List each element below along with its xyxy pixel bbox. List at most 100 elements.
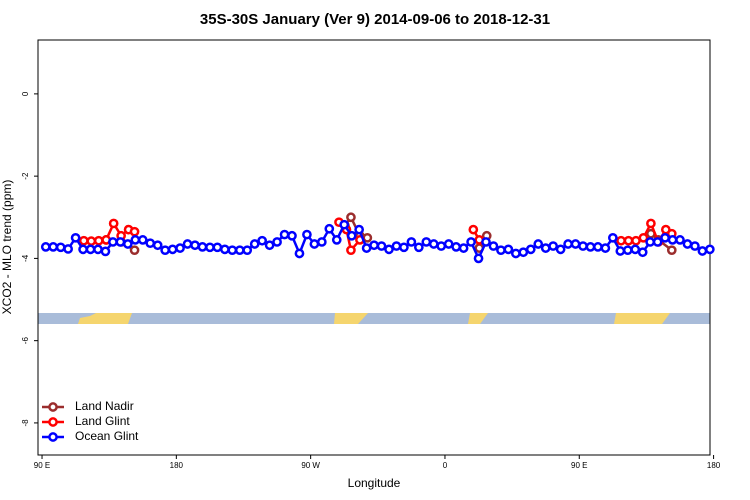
point [369,240,379,251]
point [540,243,551,253]
point [585,242,596,252]
point [287,230,297,241]
point [645,237,656,247]
point [555,244,566,255]
point [175,243,185,253]
point [638,232,649,243]
point [339,219,350,230]
x-tick-label: 90 E [34,461,50,470]
chart-title: 35S-30S January (Ver 9) 2014-09-06 to 20… [200,11,550,28]
series-line [83,220,673,253]
point [690,241,700,251]
point [563,239,573,249]
point [137,235,148,245]
point [570,239,581,249]
point [234,245,245,256]
point [631,235,641,246]
land-mask [38,313,710,324]
point [675,235,685,245]
ocean-strip [38,313,710,324]
point [451,242,462,252]
point [302,229,312,240]
point [399,242,409,253]
point [145,238,156,249]
x-tick-label: 180 [707,461,721,470]
land-strip [78,313,132,324]
point [78,244,88,255]
point [55,242,66,253]
point [667,235,678,245]
land-strip [334,313,368,324]
point [86,236,97,246]
point [615,246,626,256]
y-tick-label: -4 [21,254,30,262]
point [652,237,663,247]
point [384,244,394,255]
point [130,235,141,245]
point [227,245,238,256]
y-axis-label: XCO2 - MLO trend (ppm) [0,180,14,315]
point [616,235,626,246]
point [205,242,215,253]
point [468,224,479,235]
point [279,229,290,240]
point [309,239,320,249]
point [40,242,51,252]
point [115,237,126,247]
point [406,237,417,247]
legend-marker [48,402,58,412]
point [70,232,81,243]
point [197,242,208,252]
point [503,244,514,255]
point [272,237,282,247]
point [428,239,439,249]
point [682,239,693,249]
point [705,244,715,255]
legend-item: Land Glint [42,414,130,428]
point [48,242,59,252]
point [160,245,170,256]
point [697,246,708,256]
point [346,245,356,256]
point [361,243,372,253]
point [93,244,103,255]
point [190,240,200,251]
y-tick-label: -8 [21,419,30,427]
point [510,248,521,259]
point [518,247,529,258]
y-tick-label: -2 [21,172,30,180]
point [473,253,484,264]
x-tick-label: 90 W [301,461,320,470]
legend-label: Ocean Glint [75,429,139,443]
point [129,226,140,237]
y-tick-label: -6 [21,337,30,345]
point [660,232,670,243]
point [630,244,641,255]
point [129,245,140,256]
point [346,230,357,241]
legend-label: Land Glint [75,414,130,428]
point [436,241,447,251]
legend-item: Ocean Glint [42,429,139,443]
point [593,242,603,252]
point [331,235,342,245]
legend-marker [48,432,58,442]
point [413,242,424,253]
point [63,244,73,254]
x-tick-label: 0 [443,461,448,470]
land-strip [468,313,488,324]
point [219,244,230,255]
x-tick-label: 180 [170,461,184,470]
legend-marker [48,417,58,427]
point [249,239,260,249]
point [100,246,111,257]
x-tick-label: 90 E [571,461,587,470]
legend-label: Land Nadir [75,399,134,413]
point [264,240,275,251]
point [666,245,677,256]
point [324,223,335,234]
point [108,218,119,229]
point [466,237,476,247]
land-strip [614,313,670,324]
